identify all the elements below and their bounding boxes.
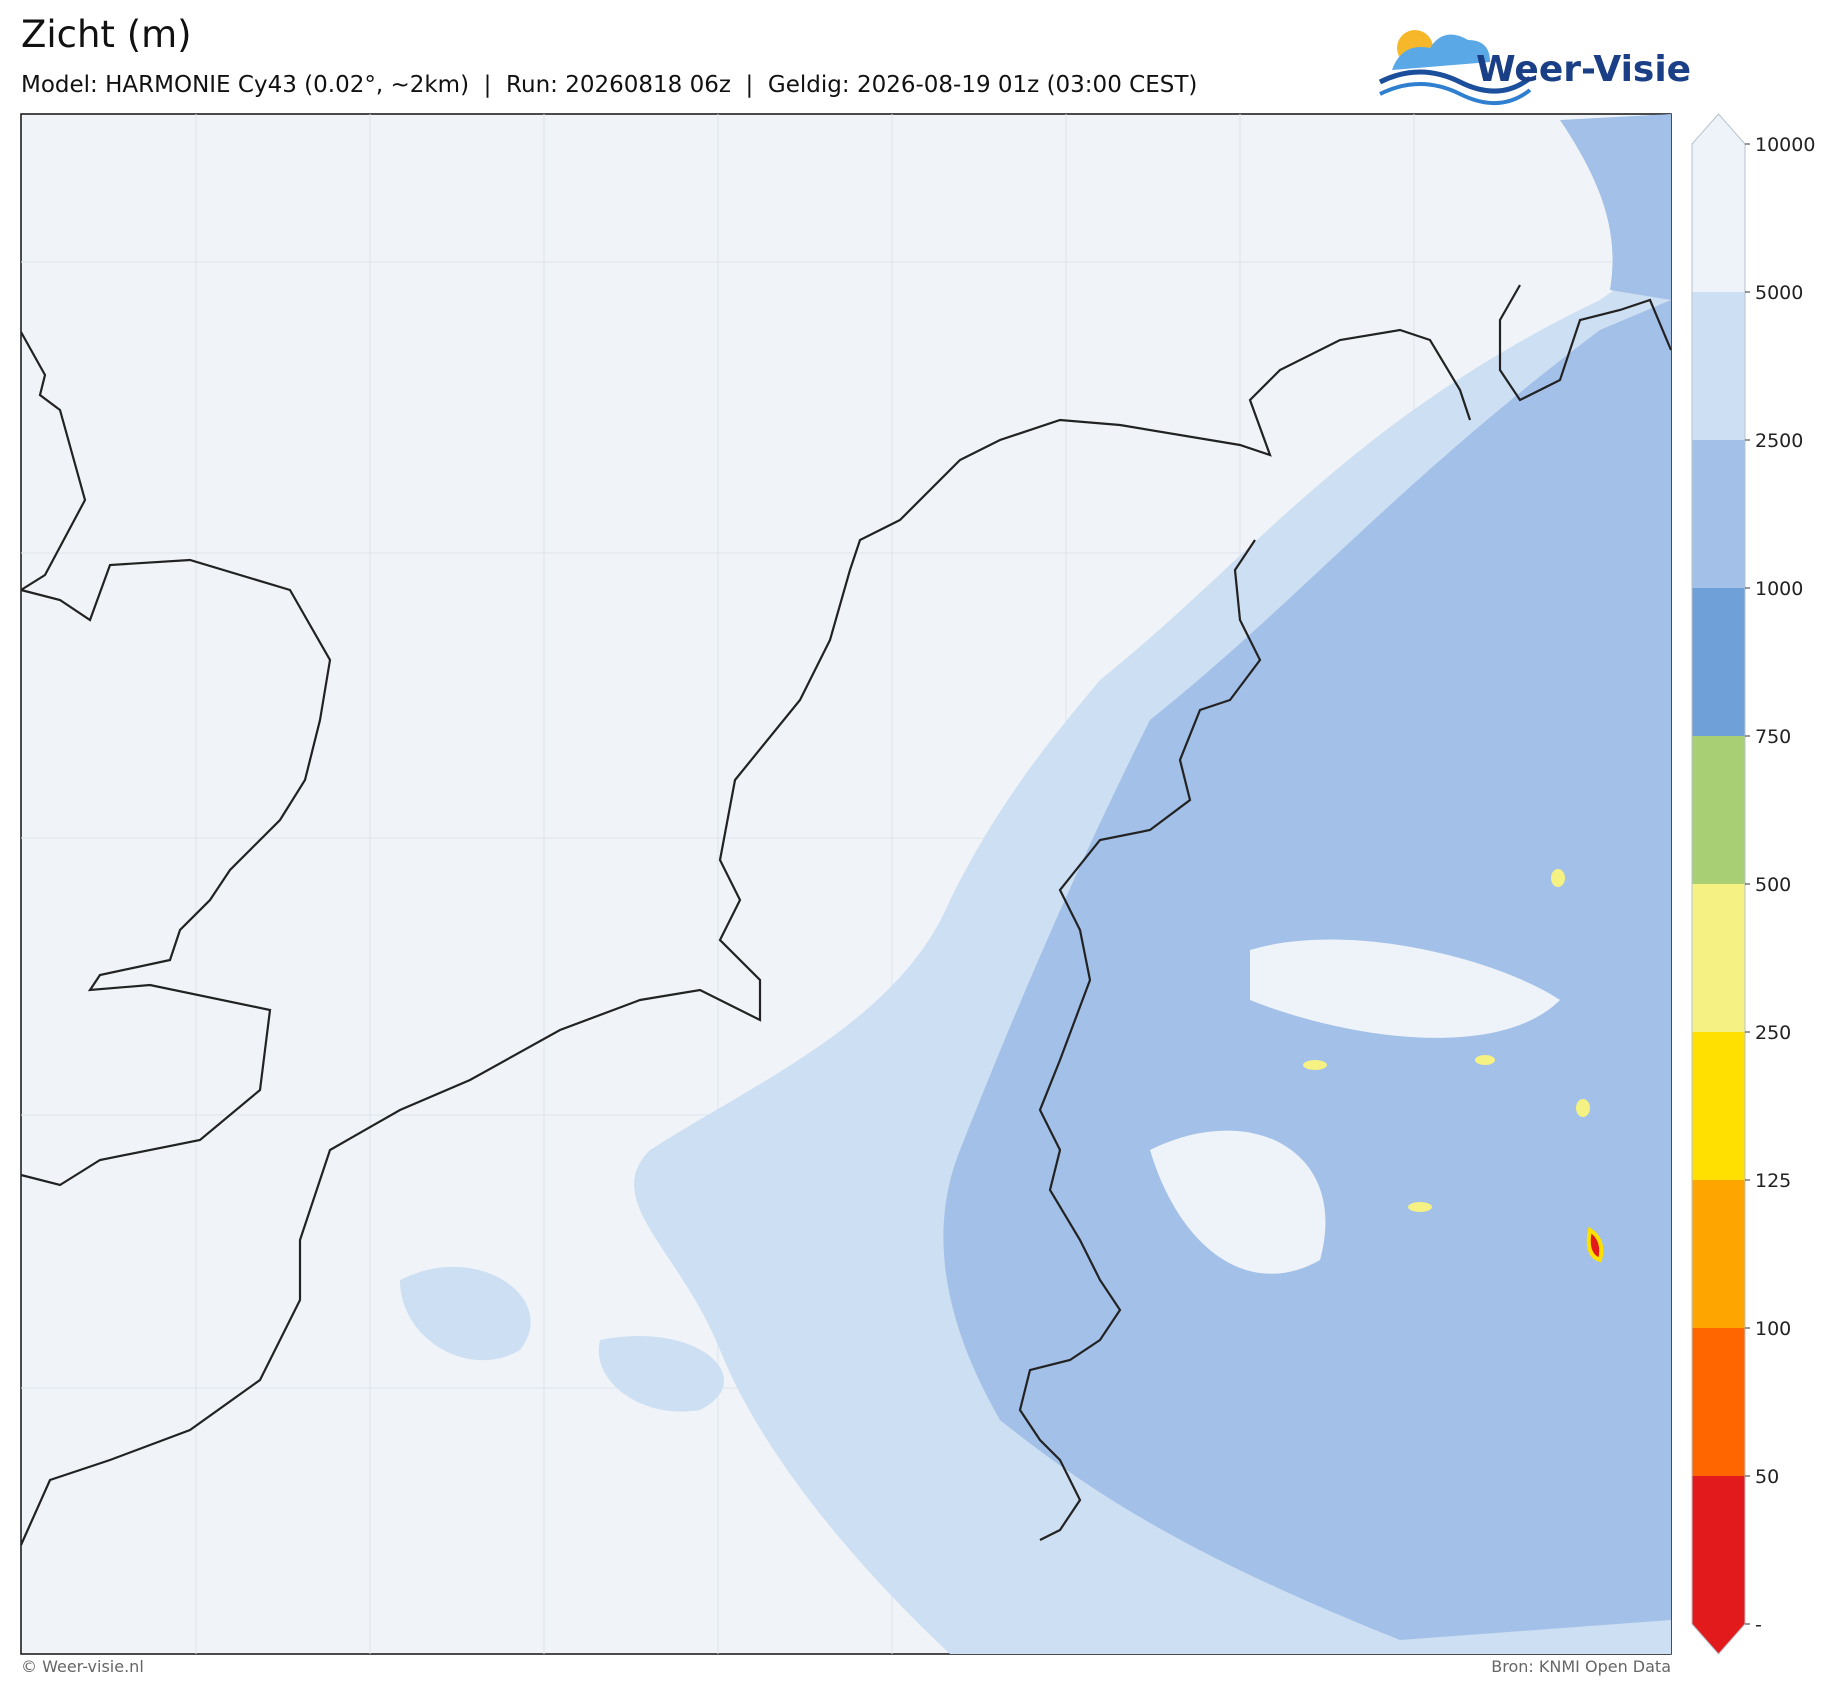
colorbar-segment	[1692, 1328, 1745, 1476]
colorbar-extend-bottom	[1692, 1624, 1745, 1654]
colorbar-extend-top	[1692, 114, 1745, 144]
colorbar-tick-label: 5000	[1755, 282, 1803, 304]
coastlines	[19, 284, 1673, 1546]
colorbar-tick-label: 750	[1755, 726, 1791, 748]
colorbar-tick-label: 250	[1755, 1022, 1791, 1044]
colorbar-segment	[1692, 292, 1745, 440]
subtitle: Model: HARMONIE Cy43 (0.02°, ~2km) | Run…	[21, 72, 1197, 98]
colorbar-segment	[1692, 736, 1745, 884]
colorbar-tick-label: 10000	[1755, 134, 1815, 156]
logo: Weer-Visie	[1378, 30, 1691, 106]
colorbar: 10000 5000 2500 1000 750 500 250 125 100 50 -	[1691, 113, 1815, 1655]
colorbar-segment	[1692, 588, 1745, 736]
colorbar-tick-label: -	[1755, 1614, 1762, 1636]
colorbar-segment	[1692, 440, 1745, 588]
logo-text: Weer-Visie	[1476, 49, 1691, 90]
map	[19, 113, 1673, 1655]
colorbar-tick-label: 100	[1755, 1318, 1791, 1340]
colorbar-tick-label: 1000	[1755, 578, 1803, 600]
colorbar-tick-label: 50	[1755, 1466, 1779, 1488]
colorbar-segment	[1692, 1476, 1745, 1624]
colorbar-segment	[1692, 1032, 1745, 1180]
footer-left: © Weer-visie.nl	[21, 1657, 144, 1676]
colorbar-segment	[1692, 884, 1745, 1032]
visibility-field	[400, 114, 1671, 1654]
colorbar-tick-label: 125	[1755, 1170, 1791, 1192]
colorbar-tick-label: 500	[1755, 874, 1791, 896]
colorbar-tick-label: 2500	[1755, 430, 1803, 452]
title: Zicht (m)	[21, 13, 192, 56]
footer-right: Bron: KNMI Open Data	[1491, 1657, 1671, 1676]
colorbar-segment	[1692, 1180, 1745, 1328]
colorbar-segment	[1692, 144, 1745, 292]
